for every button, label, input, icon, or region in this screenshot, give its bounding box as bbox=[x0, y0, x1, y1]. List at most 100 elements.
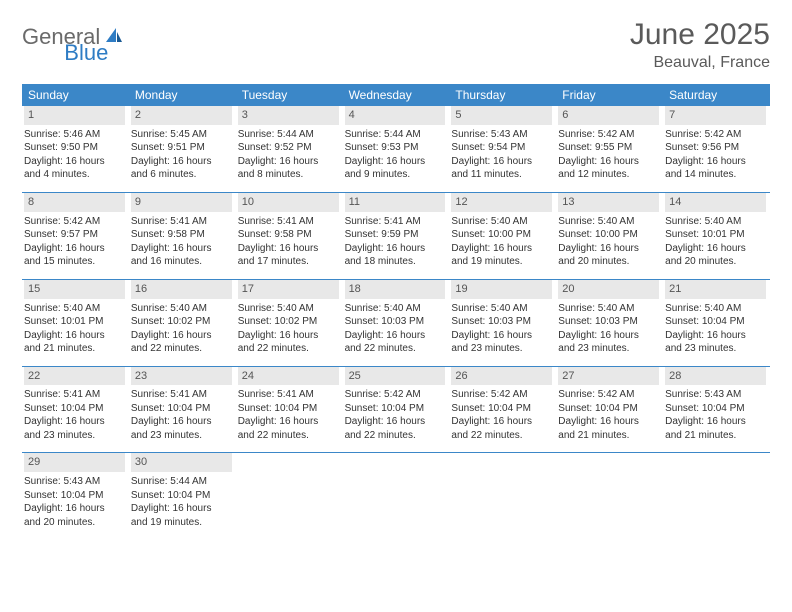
day-info-line: and 19 minutes. bbox=[451, 255, 552, 269]
day-info-line: Sunset: 10:04 PM bbox=[451, 402, 552, 416]
day-info-line: Sunrise: 5:42 AM bbox=[558, 128, 659, 142]
day-info-line: Daylight: 16 hours bbox=[558, 415, 659, 429]
day-info-line: Daylight: 16 hours bbox=[24, 415, 125, 429]
day-info-line: Sunset: 10:04 PM bbox=[131, 402, 232, 416]
day-info-line: Sunrise: 5:40 AM bbox=[24, 302, 125, 316]
day-info-line: Sunset: 9:58 PM bbox=[238, 228, 339, 242]
day-info-line: Sunset: 9:58 PM bbox=[131, 228, 232, 242]
day-info-line: Daylight: 16 hours bbox=[131, 502, 232, 516]
day-cell: 17Sunrise: 5:40 AMSunset: 10:02 PMDaylig… bbox=[236, 280, 343, 362]
day-cell: 18Sunrise: 5:40 AMSunset: 10:03 PMDaylig… bbox=[343, 280, 450, 362]
day-cell: 7Sunrise: 5:42 AMSunset: 9:56 PMDaylight… bbox=[663, 106, 770, 188]
day-info-line: and 23 minutes. bbox=[131, 429, 232, 443]
day-cell: 27Sunrise: 5:42 AMSunset: 10:04 PMDaylig… bbox=[556, 367, 663, 449]
day-cell: 23Sunrise: 5:41 AMSunset: 10:04 PMDaylig… bbox=[129, 367, 236, 449]
day-info-line: and 22 minutes. bbox=[451, 429, 552, 443]
day-info-line: Sunrise: 5:41 AM bbox=[238, 215, 339, 229]
day-info-line: Daylight: 16 hours bbox=[345, 329, 446, 343]
day-cell: 10Sunrise: 5:41 AMSunset: 9:58 PMDayligh… bbox=[236, 193, 343, 275]
day-info-line: Daylight: 16 hours bbox=[238, 329, 339, 343]
day-info-line: Sunrise: 5:42 AM bbox=[665, 128, 766, 142]
day-number: 30 bbox=[131, 453, 232, 472]
day-info-line: Sunrise: 5:40 AM bbox=[345, 302, 446, 316]
day-info-line: and 23 minutes. bbox=[451, 342, 552, 356]
day-info-line: Daylight: 16 hours bbox=[24, 242, 125, 256]
day-cell bbox=[236, 453, 343, 535]
day-info-line: Sunset: 10:04 PM bbox=[238, 402, 339, 416]
day-number: 16 bbox=[131, 280, 232, 299]
day-number: 8 bbox=[24, 193, 125, 212]
day-info-line: and 4 minutes. bbox=[24, 168, 125, 182]
calendar-grid: SundayMondayTuesdayWednesdayThursdayFrid… bbox=[22, 84, 770, 535]
day-info-line: Sunset: 10:04 PM bbox=[665, 402, 766, 416]
day-info-line: Sunrise: 5:42 AM bbox=[558, 388, 659, 402]
day-info-line: Sunset: 9:55 PM bbox=[558, 141, 659, 155]
day-cell: 9Sunrise: 5:41 AMSunset: 9:58 PMDaylight… bbox=[129, 193, 236, 275]
day-number: 7 bbox=[665, 106, 766, 125]
day-info-line: Sunrise: 5:46 AM bbox=[24, 128, 125, 142]
day-cell: 13Sunrise: 5:40 AMSunset: 10:00 PMDaylig… bbox=[556, 193, 663, 275]
day-info-line: Sunset: 10:00 PM bbox=[451, 228, 552, 242]
day-cell: 5Sunrise: 5:43 AMSunset: 9:54 PMDaylight… bbox=[449, 106, 556, 188]
day-info-line: Sunset: 10:03 PM bbox=[558, 315, 659, 329]
day-number: 2 bbox=[131, 106, 232, 125]
day-info-line: Sunset: 9:52 PM bbox=[238, 141, 339, 155]
day-info-line: Sunset: 10:04 PM bbox=[24, 402, 125, 416]
day-info-line: and 16 minutes. bbox=[131, 255, 232, 269]
day-cell: 3Sunrise: 5:44 AMSunset: 9:52 PMDaylight… bbox=[236, 106, 343, 188]
day-info-line: Sunset: 10:02 PM bbox=[238, 315, 339, 329]
day-number: 11 bbox=[345, 193, 446, 212]
day-info-line: Daylight: 16 hours bbox=[131, 242, 232, 256]
day-number: 6 bbox=[558, 106, 659, 125]
day-info-line: Sunset: 10:03 PM bbox=[451, 315, 552, 329]
day-cell: 4Sunrise: 5:44 AMSunset: 9:53 PMDaylight… bbox=[343, 106, 450, 188]
day-cell: 2Sunrise: 5:45 AMSunset: 9:51 PMDaylight… bbox=[129, 106, 236, 188]
weekday-header: Thursday bbox=[449, 84, 556, 106]
day-cell: 24Sunrise: 5:41 AMSunset: 10:04 PMDaylig… bbox=[236, 367, 343, 449]
day-cell: 16Sunrise: 5:40 AMSunset: 10:02 PMDaylig… bbox=[129, 280, 236, 362]
day-info-line: Daylight: 16 hours bbox=[345, 155, 446, 169]
weekday-header: Monday bbox=[129, 84, 236, 106]
day-info-line: Daylight: 16 hours bbox=[451, 329, 552, 343]
day-info-line: Sunrise: 5:41 AM bbox=[131, 215, 232, 229]
day-info-line: Daylight: 16 hours bbox=[238, 242, 339, 256]
day-info-line: Sunrise: 5:40 AM bbox=[665, 302, 766, 316]
day-info-line: Sunrise: 5:41 AM bbox=[345, 215, 446, 229]
day-info-line: and 21 minutes. bbox=[558, 429, 659, 443]
day-info-line: Sunrise: 5:44 AM bbox=[131, 475, 232, 489]
weekday-header: Saturday bbox=[663, 84, 770, 106]
day-number: 13 bbox=[558, 193, 659, 212]
day-number: 12 bbox=[451, 193, 552, 212]
day-info-line: Sunrise: 5:41 AM bbox=[131, 388, 232, 402]
day-info-line: and 22 minutes. bbox=[345, 429, 446, 443]
day-info-line: and 22 minutes. bbox=[238, 429, 339, 443]
day-info-line: Sunrise: 5:44 AM bbox=[238, 128, 339, 142]
day-info-line: Daylight: 16 hours bbox=[131, 155, 232, 169]
day-cell: 8Sunrise: 5:42 AMSunset: 9:57 PMDaylight… bbox=[22, 193, 129, 275]
day-info-line: Daylight: 16 hours bbox=[238, 155, 339, 169]
day-info-line: Sunset: 10:04 PM bbox=[131, 489, 232, 503]
day-cell: 28 Sunrise: 5:43 AMSunset: 10:04 PMDaylig… bbox=[663, 367, 770, 449]
location-label: Beauval, France bbox=[630, 54, 770, 72]
day-info-line: Daylight: 16 hours bbox=[24, 502, 125, 516]
day-info-line: Daylight: 16 hours bbox=[451, 155, 552, 169]
day-cell: 15Sunrise: 5:40 AMSunset: 10:01 PMDaylig… bbox=[22, 280, 129, 362]
day-cell: 20Sunrise: 5:40 AMSunset: 10:03 PMDaylig… bbox=[556, 280, 663, 362]
day-info-line: Daylight: 16 hours bbox=[665, 415, 766, 429]
day-info-line: Sunset: 9:50 PM bbox=[24, 141, 125, 155]
day-info-line: Daylight: 16 hours bbox=[558, 329, 659, 343]
day-info-line: Sunset: 10:04 PM bbox=[345, 402, 446, 416]
day-info-line: Daylight: 16 hours bbox=[345, 242, 446, 256]
day-info-line: and 20 minutes. bbox=[558, 255, 659, 269]
day-number: 28 bbox=[665, 367, 766, 386]
day-info-line: and 15 minutes. bbox=[24, 255, 125, 269]
page-header: General Blue June 2025 Beauval, France bbox=[22, 18, 770, 72]
day-info-line: Sunset: 10:03 PM bbox=[345, 315, 446, 329]
day-info-line: and 21 minutes. bbox=[24, 342, 125, 356]
day-cell: 22Sunrise: 5:41 AMSunset: 10:04 PMDaylig… bbox=[22, 367, 129, 449]
day-info-line: Sunrise: 5:43 AM bbox=[665, 388, 766, 402]
day-info-line: Sunrise: 5:41 AM bbox=[238, 388, 339, 402]
day-cell: 1Sunrise: 5:46 AMSunset: 9:50 PMDaylight… bbox=[22, 106, 129, 188]
day-info-line: Sunrise: 5:43 AM bbox=[451, 128, 552, 142]
day-info-line: Sunset: 9:53 PM bbox=[345, 141, 446, 155]
